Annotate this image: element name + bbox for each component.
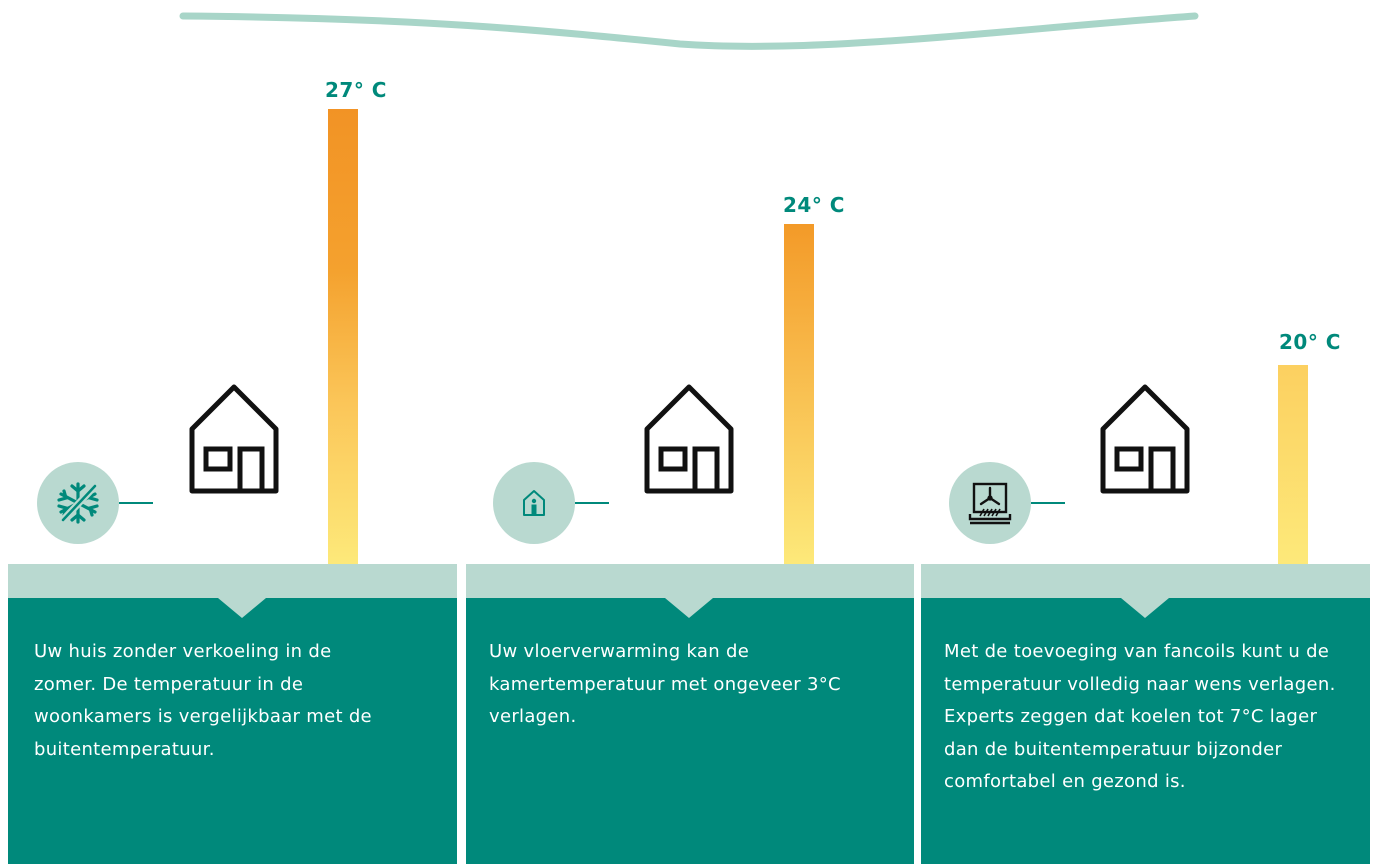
temperature-bar-3 <box>1278 365 1308 564</box>
info-card-text-3: Met de toevoeging van fancoils kunt u de… <box>944 641 1336 792</box>
badge-connector-3 <box>1031 502 1065 504</box>
floor-heating-badge <box>493 462 575 544</box>
house-icon <box>644 384 734 494</box>
temperature-label-3: 20° C <box>1279 330 1341 354</box>
info-card-text-2: Uw vloerverwarming kan de kamertemperatu… <box>489 641 841 727</box>
ground-strip-1 <box>8 564 457 598</box>
info-card-1 <box>8 598 457 864</box>
badge-connector-1 <box>119 502 153 504</box>
house-icon <box>1100 384 1190 494</box>
ground-strip-3 <box>921 564 1370 598</box>
ground-strip-2 <box>466 564 914 598</box>
person-in-house-icon <box>523 490 545 516</box>
fancoil-icon <box>968 482 1012 525</box>
temperature-bar-2 <box>784 224 814 564</box>
badge-connector-2 <box>575 502 609 504</box>
snowflake-crossed-icon <box>57 482 99 524</box>
temperature-bar-1 <box>328 109 358 564</box>
decorative-wave <box>179 12 1199 50</box>
temperature-label-2: 24° C <box>783 193 845 217</box>
house-icon <box>189 384 279 494</box>
info-card-text-1: Uw huis zonder verkoeling in de zomer. D… <box>34 641 372 760</box>
card-notch-2 <box>665 598 713 618</box>
temperature-label-1: 27° C <box>325 78 387 102</box>
cooling-off-badge <box>37 462 119 544</box>
fancoil-badge <box>949 462 1031 544</box>
card-notch-1 <box>218 598 266 618</box>
info-card-3 <box>921 598 1370 864</box>
info-card-2 <box>466 598 914 864</box>
card-notch-3 <box>1121 598 1169 618</box>
